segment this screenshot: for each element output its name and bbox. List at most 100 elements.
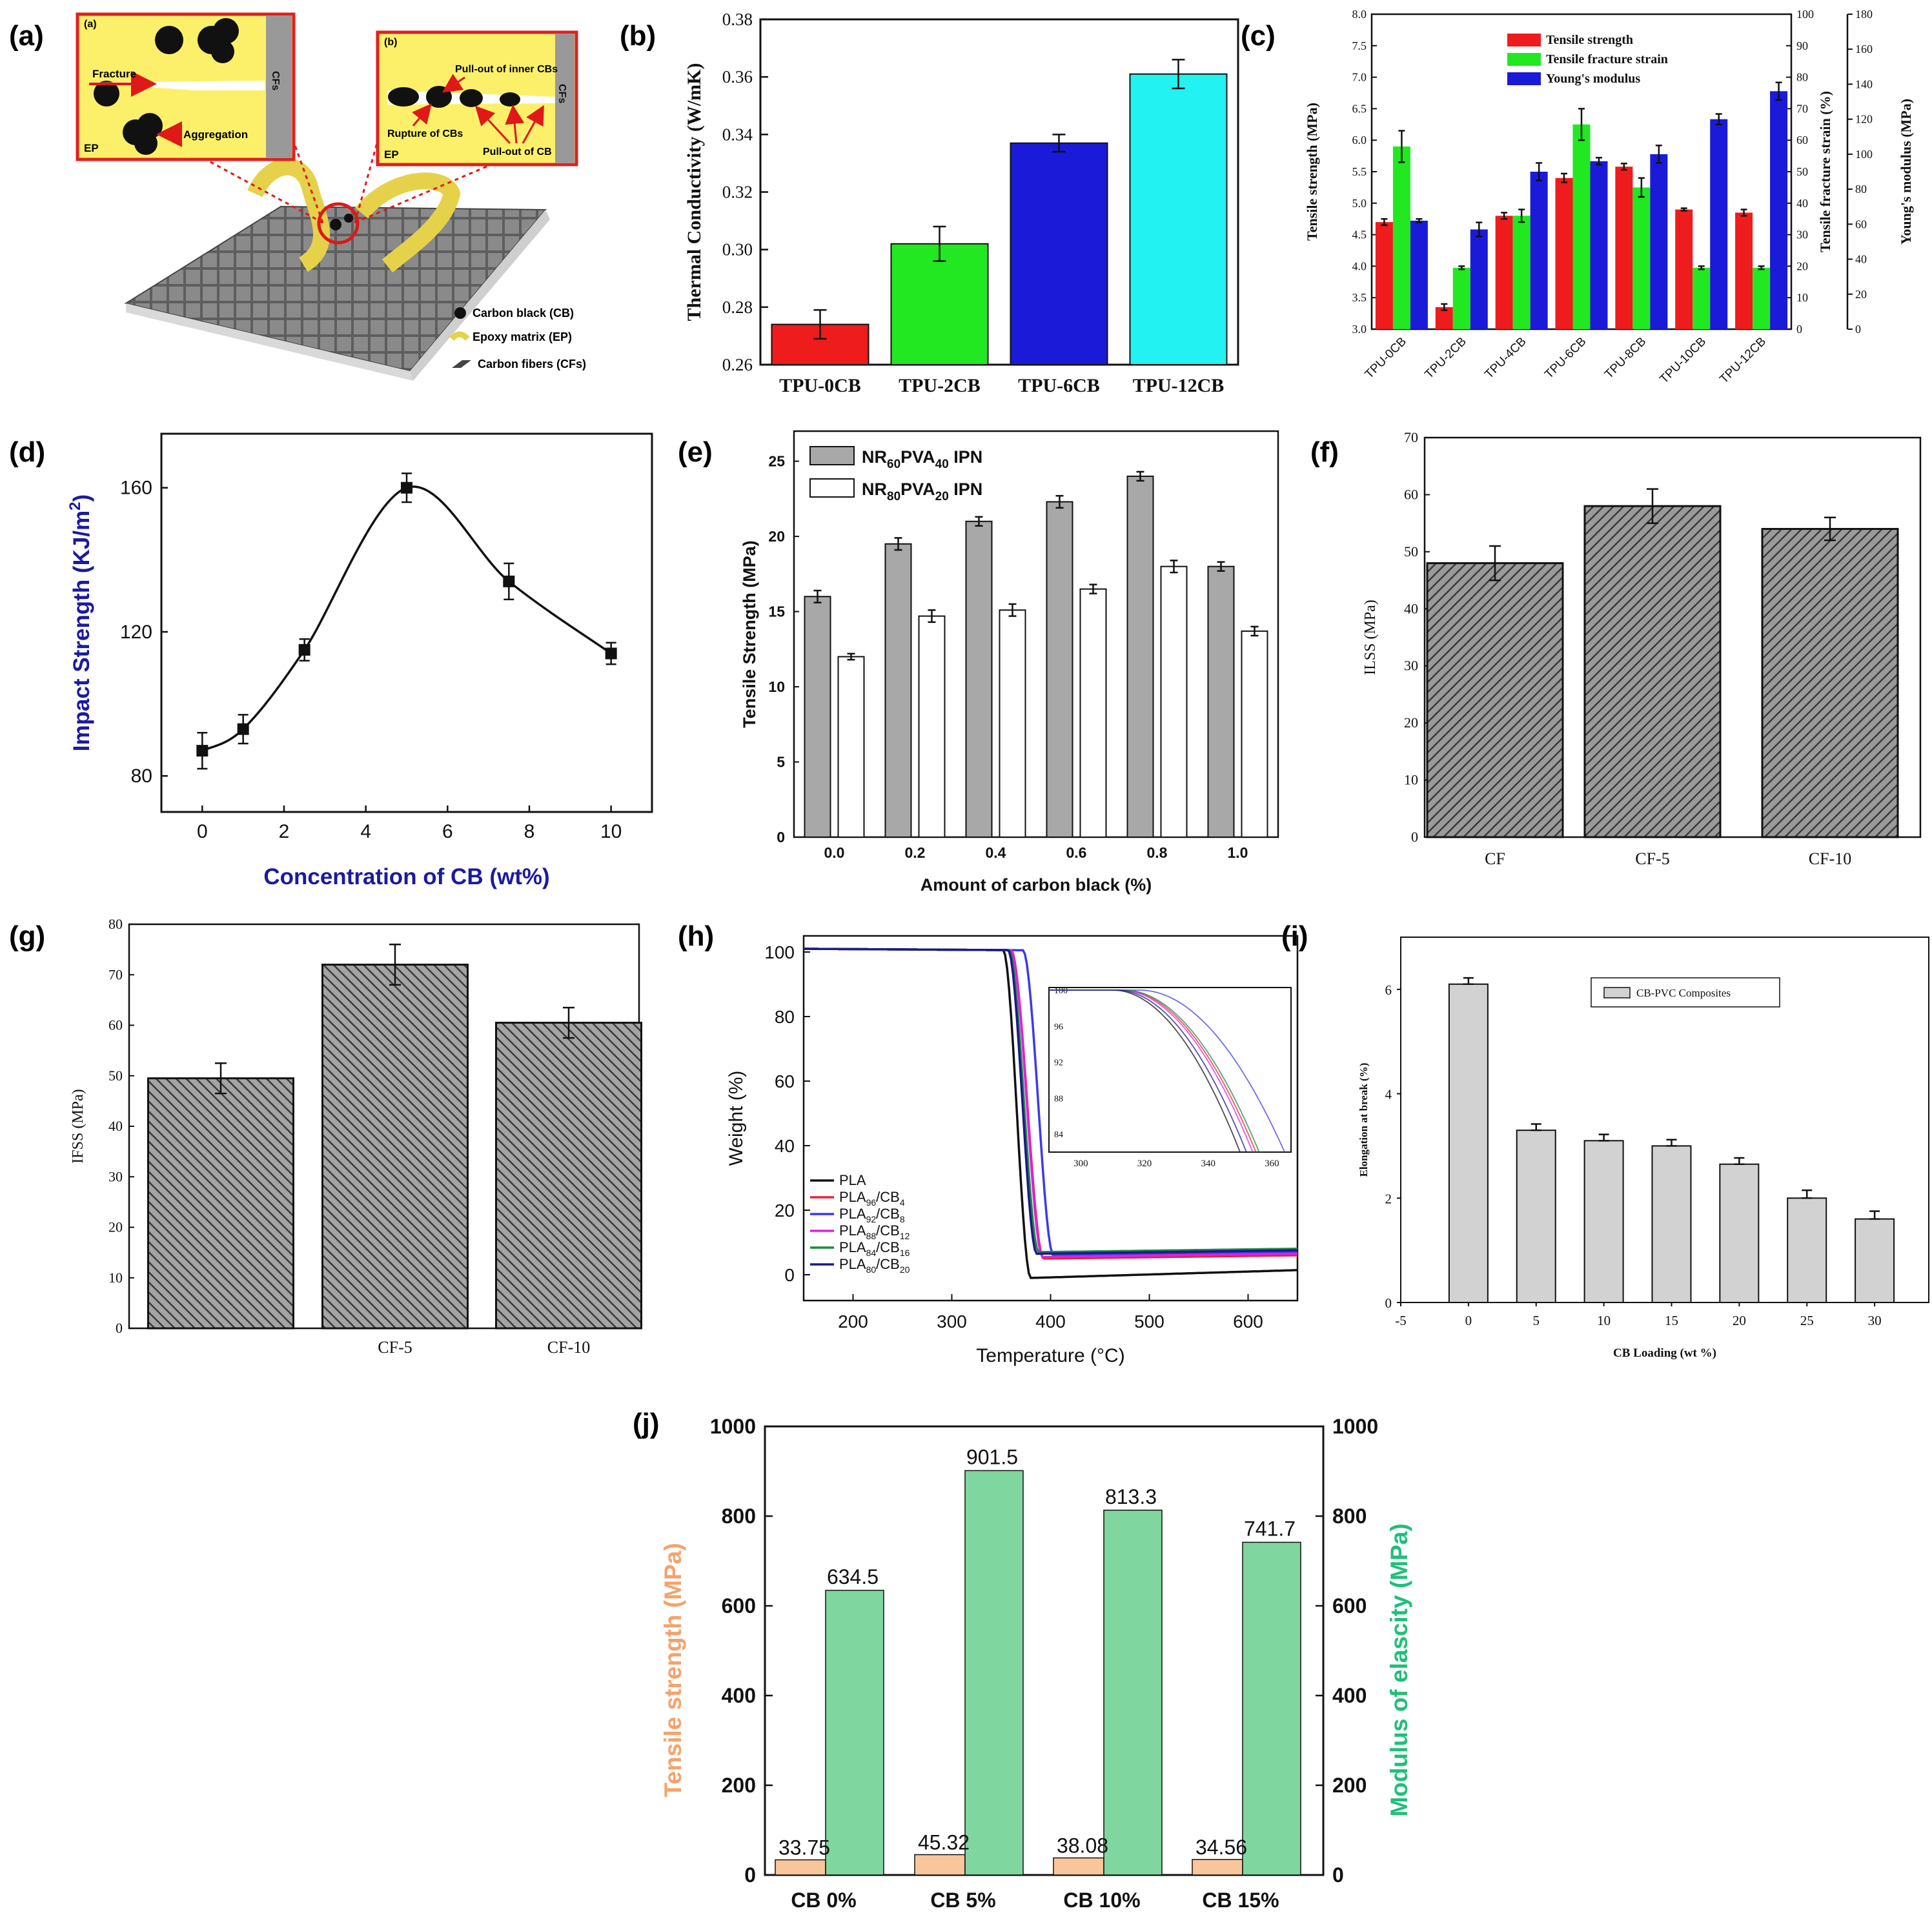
bar [1583,505,1722,838]
y-tick-label: 0.28 [722,298,753,317]
schematic-legend: Carbon black (CB) Epoxy matrix (EP) Carb… [449,307,586,370]
inset-b-pullout-cb-label: Pull-out of CB [483,147,552,157]
inset-curve [1049,989,1247,1153]
legend-swatch [1507,34,1541,46]
x-tick-label: 0 [1465,1313,1472,1328]
y-tick-label: 6.5 [1352,102,1367,115]
bar [1583,1140,1624,1304]
x-tick-label: CF [1485,849,1505,868]
y-tick-label: 3.0 [1352,323,1367,336]
y-axis-title: Thermal Conductivity (W/mK) [684,63,705,321]
x-tick-label: 1.0 [1228,844,1248,861]
bar [1753,267,1771,329]
y-tick-label: 4 [1385,1087,1392,1102]
legend-swatch [809,478,855,498]
y-tick-label: 0.34 [722,125,753,144]
x-tick-label: 400 [1035,1312,1066,1332]
x-tick-label: CF-10 [547,1338,590,1357]
inset-y-tick-label: 100 [1054,986,1068,996]
x-tick-label: TPU-0CB [1363,335,1409,381]
x-tick-label: CF-10 [1809,849,1851,868]
legend-label: PLA84/CB16 [839,1239,910,1258]
x-tick-label: TPU-2CB [1422,335,1469,381]
y-tick-label: 20 [108,1219,123,1235]
y-tick-label: 200 [722,1774,756,1797]
schematic-panel-a: CFs (a) Fracture Aggregation EP CFs (b) … [76,12,586,381]
y-tick-label: 20 [768,528,785,545]
y-tick-label: 100 [764,942,795,962]
data-label: 741.7 [1244,1517,1296,1541]
bar [1426,562,1564,838]
x-tick-label: 30 [1868,1313,1882,1328]
legend-label: Tensile fracture strain [1546,52,1668,66]
y3-tick-label: 140 [1855,77,1873,90]
y2-axis-title: Modulus of elascity (MPa) [1386,1523,1412,1816]
x-tick-label: 0.4 [986,844,1006,861]
bar [837,656,865,838]
x-axis-title: CB Loading (wt %) [1613,1346,1716,1360]
plot-frame [160,432,653,813]
y-axis-title: Tensile Strength (MPa) [740,540,759,728]
data-label: 901.5 [966,1445,1018,1468]
panel-label-f: (f) [1310,436,1339,468]
y-tick-label: 20 [1404,714,1418,731]
y-tick-label: 0 [1385,1295,1392,1311]
x-tick-label: 8 [524,821,535,842]
y-tick-label: 6 [1385,982,1392,998]
bar [1375,222,1393,329]
bar [1126,475,1154,838]
chart-d-impact-strength: 0 2 4 6 8 10 80 120 160 Concentration of CB (wt%)… [66,432,653,889]
y-tick-label: 6.0 [1352,134,1367,147]
y-tick-label: 7.0 [1352,71,1367,84]
legend-label: PLA [839,1172,866,1188]
bar [1770,91,1788,330]
y-tick-label: 80 [131,765,152,787]
x-tick-label: 6 [442,821,453,842]
bar [1675,209,1693,329]
x-tick-label: 0.2 [905,844,926,861]
x-tick-label: CB 5% [930,1889,995,1912]
y3-tick-label: 120 [1855,113,1873,126]
data-point [605,647,617,660]
bar [884,543,912,838]
bar [1719,1163,1760,1303]
bar [804,596,831,838]
bar [999,609,1026,838]
y-tick-label: 7.5 [1352,39,1367,52]
y-axis-title: ILSS (MPa) [1362,600,1379,675]
y-tick-label: 20 [775,1201,795,1221]
bar [771,323,869,366]
y-tick-label: 60 [108,1017,123,1033]
legend-label: PLA92/CB8 [839,1206,905,1224]
x-tick-label: 20 [1733,1313,1746,1328]
bar [1651,1145,1692,1304]
y2-tick-label: 80 [1796,71,1808,84]
bar [1555,177,1573,329]
inset-y-tick-label: 92 [1054,1059,1063,1068]
y2-tick-label: 600 [1332,1594,1367,1617]
y-axis-title: Impact Strength (KJ/m2) [66,494,94,751]
x-tick-label: TPU-2CB [899,375,981,396]
y-tick-label: 30 [108,1168,123,1184]
y2-tick-label: 200 [1332,1774,1367,1797]
y2-tick-label: 400 [1332,1684,1367,1707]
y-tick-label: 30 [1404,658,1418,674]
x-tick-label: 10 [1597,1313,1611,1328]
y-tick-label: 3.5 [1352,291,1367,304]
legend-label: PLA96/CB4 [839,1189,905,1208]
y-tick-label: 160 [120,478,152,499]
bar [1615,167,1633,329]
panel-label-c: (c) [1241,20,1276,52]
inset-x-tick-label: 340 [1201,1159,1215,1169]
y-tick-label: 50 [108,1068,123,1084]
chart-c-tensile-properties: 3.0 3.5 4.0 4.5 5.0 5.5 6.0 6.5 7.0 7.5 8.0 0 10 20 30… [1304,8,1914,386]
y-tick-label: 40 [1404,600,1418,616]
y-tick-label: 0 [1411,829,1418,845]
inset-y-tick-label: 84 [1054,1130,1063,1140]
y-tick-label: 5.5 [1352,165,1367,178]
bar [965,520,993,838]
panel-label-h: (h) [678,920,714,952]
legend-swatch [1507,53,1541,66]
inset-a-fracture-label: Fracture [92,68,136,80]
